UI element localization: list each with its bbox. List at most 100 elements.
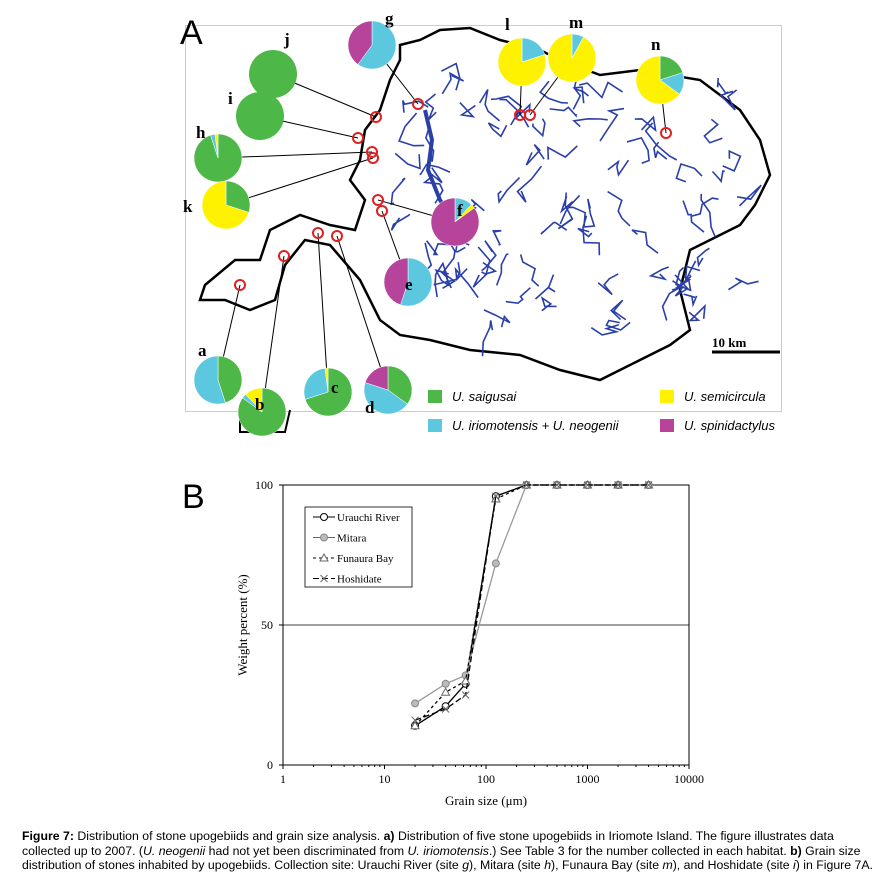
pie-slice-semicircula [635, 55, 680, 105]
caption-species: U. iriomotensis [407, 843, 489, 858]
pie-site-f [430, 197, 480, 247]
pie-slice-spinidactylus [347, 20, 373, 65]
x-tick-label: 10000 [674, 772, 704, 786]
pie-site-g [347, 20, 397, 70]
site-label-i: i [228, 89, 233, 108]
site-marker-f [372, 194, 384, 206]
river [434, 269, 450, 287]
data-point [644, 481, 653, 489]
site-marker-e [376, 205, 388, 217]
site-label-n: n [651, 35, 661, 54]
river [477, 246, 498, 275]
site-marker-m [524, 109, 536, 121]
river [703, 118, 723, 144]
river [495, 253, 509, 286]
leader-line [217, 151, 373, 159]
pie-slice-semicircula [497, 37, 547, 87]
river [683, 293, 698, 308]
series-mitara [411, 481, 653, 708]
site-marker-k [367, 152, 379, 164]
pie-slice-saigusai [236, 92, 284, 140]
series-line [414, 484, 649, 727]
river [531, 118, 546, 138]
data-point [411, 716, 419, 725]
series-hoshidate [411, 481, 653, 725]
river [605, 319, 631, 331]
pie-slice-semicircula [214, 133, 219, 159]
pie-slice-saigusai [304, 367, 353, 417]
leader-line [261, 255, 285, 413]
river [634, 115, 657, 133]
river [566, 194, 587, 227]
pie-slice-saigusai [217, 355, 243, 404]
data-point [614, 481, 622, 489]
river [719, 89, 738, 111]
pie-site-i [236, 92, 284, 140]
pie-site-l [497, 37, 547, 87]
river [454, 266, 479, 299]
river [572, 117, 608, 128]
caption-species: U. neogenii [143, 843, 206, 858]
pie-site-a [193, 355, 243, 405]
site-marker-c [312, 227, 324, 239]
pie-slice-spinidactylus [430, 197, 480, 247]
river [419, 163, 451, 176]
data-point [440, 687, 451, 696]
series-funaura-bay [410, 479, 654, 730]
river [610, 299, 627, 321]
river [483, 309, 511, 328]
data-point [410, 720, 420, 730]
river [424, 93, 437, 120]
y-tick-label: 50 [261, 618, 273, 632]
river [519, 254, 540, 287]
river [394, 152, 421, 170]
site-marker-b [278, 250, 290, 262]
pie-slice-iriomotensis [363, 382, 408, 415]
river [661, 280, 683, 321]
pie-site-m [547, 33, 597, 83]
river [434, 261, 449, 298]
caption-text: ) in Figure 7A. [795, 858, 873, 872]
pie-slice-semicircula [324, 367, 329, 393]
leader-line [336, 235, 389, 391]
site-label-k: k [183, 197, 193, 216]
site-label-h: h [196, 123, 206, 142]
river [433, 262, 461, 286]
river [696, 247, 710, 268]
site-marker-g [412, 98, 424, 110]
site-label-f: f [457, 201, 463, 220]
river [422, 176, 444, 204]
river [722, 149, 742, 172]
legend-semicircula: U. semicircula [660, 389, 766, 404]
site-marker-j [370, 111, 382, 123]
site-label-a: a [198, 341, 207, 360]
x-tick-label: 1 [280, 772, 286, 786]
pie-slice-spinidactylus [364, 365, 389, 391]
site-marker-i [352, 132, 364, 144]
river [728, 277, 759, 291]
legend-entry: Urauchi River [313, 512, 400, 524]
river [582, 198, 596, 228]
pie-slice-spinidactylus [383, 257, 409, 306]
y-tick-label: 100 [255, 478, 273, 492]
pie-site-b [237, 387, 287, 437]
pie-slice-saigusai [249, 50, 297, 98]
site-label-l: l [505, 15, 510, 34]
pie-slice-iriomotensis [193, 355, 226, 405]
river [487, 122, 508, 138]
river [539, 80, 569, 104]
pie-slice-semicircula [201, 180, 250, 230]
river [497, 176, 521, 205]
x-tick-label: 1000 [576, 772, 600, 786]
legend-label: Mitara [337, 533, 366, 545]
caption-text: Grain size distribution of stones inhabi… [22, 843, 861, 873]
legend-entry: Mitara [313, 533, 366, 545]
data-point [441, 679, 450, 688]
river [390, 177, 406, 206]
legend-saigusai: U. saigusai [428, 389, 516, 404]
leader-line [317, 232, 329, 393]
x-axis-label: Grain size (μm) [445, 793, 527, 808]
pie-slice-iriomotensis [303, 367, 329, 400]
caption-text: Distribution of stone upogebiids and gra… [73, 829, 384, 843]
y-axis-label: Weight percent (%) [235, 574, 250, 675]
